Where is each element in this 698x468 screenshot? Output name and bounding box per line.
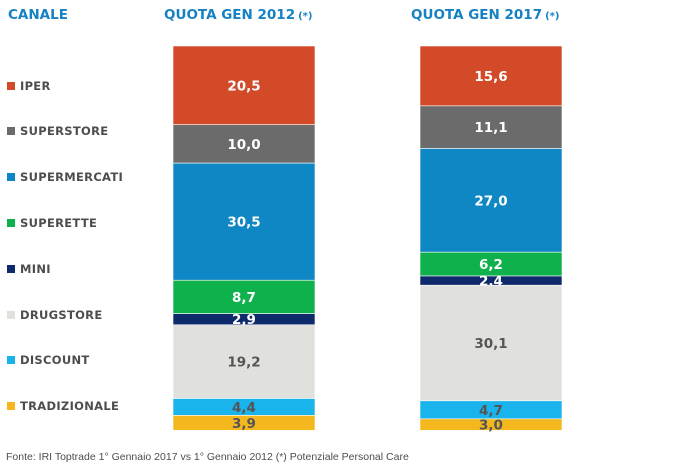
legend-label: SUPERSTORE bbox=[20, 124, 109, 138]
legend-item-superstore: SUPERSTORE bbox=[7, 124, 108, 138]
bar-segment-iper-1 bbox=[419, 45, 563, 107]
bar-value-label-discount-0: 4,4 bbox=[232, 400, 256, 416]
legend-label: MINI bbox=[20, 262, 51, 276]
legend-swatch bbox=[7, 356, 15, 364]
legend-label: DRUGSTORE bbox=[20, 308, 103, 322]
bar-segment-supermercati-0 bbox=[172, 162, 316, 281]
legend-item-drugstore: DRUGSTORE bbox=[7, 308, 103, 322]
legend-swatch bbox=[7, 265, 15, 273]
col-2012-title: QUOTA GEN 2012 bbox=[164, 7, 296, 23]
bar-value-label-superstore-0: 10,0 bbox=[227, 137, 260, 153]
bar-segment-superstore-1 bbox=[419, 105, 563, 149]
bar-value-label-supermercati-0: 30,5 bbox=[227, 215, 260, 231]
stacked-bar-chart: 20,5 10,0 30,5 8,7 2,9 19,2 4,43,9 15,6 11,1 27,0… bbox=[172, 45, 563, 434]
bar-segment-drugstore-0 bbox=[172, 324, 316, 399]
bar-value-label-drugstore-0: 19,2 bbox=[227, 355, 260, 371]
bar-value-label-superstore-1: 11,1 bbox=[474, 120, 507, 136]
legend-label: SUPERETTE bbox=[20, 216, 98, 230]
legend-swatch bbox=[7, 173, 15, 181]
legend-label: SUPERMERCATI bbox=[20, 170, 124, 184]
legend-swatch bbox=[7, 219, 15, 227]
bar-value-label-tradizionale-1: 3,0 bbox=[479, 418, 503, 434]
bar-segment-tradizionale-0 bbox=[172, 415, 316, 431]
legend-item-discount: DISCOUNT bbox=[7, 353, 90, 367]
legend-item-supermercati: SUPERMERCATI bbox=[7, 170, 123, 184]
bar-segment-iper-0 bbox=[172, 45, 316, 126]
legend-label: DISCOUNT bbox=[20, 353, 90, 367]
bar-value-label-superette-0: 8,7 bbox=[232, 290, 256, 306]
legend-swatch bbox=[7, 127, 15, 135]
legend-swatch bbox=[7, 311, 15, 319]
legend-item-iper: IPER bbox=[7, 79, 51, 93]
legend: IPER SUPERSTORE SUPERMERCATI SUPERETTE MINI D… bbox=[7, 0, 167, 440]
legend-swatch bbox=[7, 402, 15, 410]
legend-label: IPER bbox=[20, 79, 51, 93]
col-2012-asterisk: (*) bbox=[298, 11, 313, 22]
col-2017-header: QUOTA GEN 2017 (*) bbox=[411, 7, 559, 23]
bar-value-label-drugstore-1: 30,1 bbox=[474, 336, 507, 352]
bar-value-label-supermercati-1: 27,0 bbox=[474, 193, 507, 209]
bar-value-label-discount-1: 4,7 bbox=[479, 403, 503, 419]
bar-segment-tradizionale-1 bbox=[419, 418, 563, 431]
col-2017-asterisk: (*) bbox=[545, 11, 560, 22]
bar-value-label-mini-0: 2,9 bbox=[232, 312, 256, 328]
bar-value-label-iper-0: 20,5 bbox=[227, 78, 260, 94]
bar-value-label-superette-1: 6,2 bbox=[479, 257, 503, 273]
source-footnote: Fonte: IRI Toptrade 1° Gennaio 2017 vs 1… bbox=[6, 451, 409, 463]
bar-value-label-iper-1: 15,6 bbox=[474, 69, 507, 85]
legend-item-tradizionale: TRADIZIONALE bbox=[7, 399, 119, 413]
canale-header: CANALE bbox=[8, 7, 68, 23]
legend-swatch bbox=[7, 82, 15, 90]
bar-value-label-tradizionale-0: 3,9 bbox=[232, 416, 256, 432]
legend-item-mini: MINI bbox=[7, 262, 51, 276]
legend-label: TRADIZIONALE bbox=[20, 399, 120, 413]
legend-item-superette: SUPERETTE bbox=[7, 216, 97, 230]
col-2012-header: QUOTA GEN 2012 (*) bbox=[164, 7, 312, 23]
bar-segment-drugstore-1 bbox=[419, 284, 563, 402]
col-2017-title: QUOTA GEN 2017 bbox=[411, 7, 543, 23]
bar-segment-supermercati-1 bbox=[419, 148, 563, 253]
